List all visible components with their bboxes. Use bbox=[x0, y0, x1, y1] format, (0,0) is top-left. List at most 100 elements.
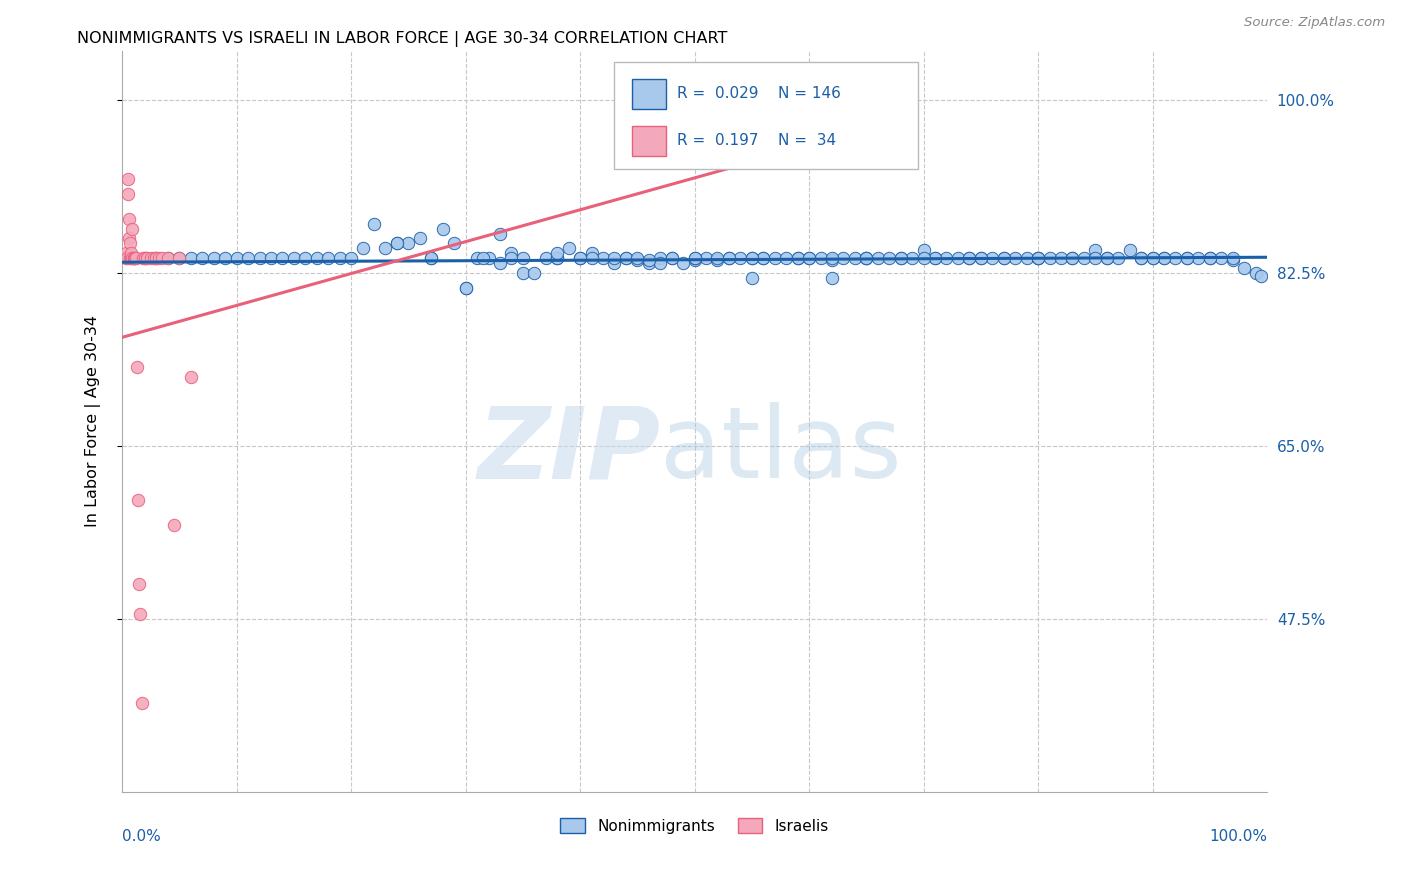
Point bbox=[145, 252, 167, 266]
Point bbox=[122, 252, 145, 266]
Point bbox=[855, 252, 877, 266]
Point bbox=[912, 252, 935, 266]
Point bbox=[981, 252, 1004, 266]
Point bbox=[752, 252, 775, 266]
Point bbox=[465, 252, 488, 266]
Point bbox=[1095, 252, 1118, 266]
Point bbox=[134, 252, 156, 266]
Text: R =  0.029    N = 146: R = 0.029 N = 146 bbox=[678, 87, 841, 101]
Point bbox=[717, 252, 740, 266]
Point bbox=[150, 252, 173, 266]
Point bbox=[115, 252, 138, 266]
Point bbox=[993, 252, 1015, 266]
Point bbox=[717, 252, 740, 266]
Point bbox=[191, 252, 214, 266]
Point bbox=[557, 241, 579, 255]
Point bbox=[1062, 252, 1084, 266]
Point bbox=[546, 246, 568, 260]
Point bbox=[1164, 252, 1187, 266]
Point bbox=[650, 252, 672, 266]
Point bbox=[1084, 252, 1107, 266]
Point bbox=[136, 252, 159, 266]
Point bbox=[1198, 252, 1220, 266]
Point bbox=[821, 252, 844, 266]
Point bbox=[683, 253, 706, 268]
Point bbox=[706, 252, 728, 266]
Point bbox=[614, 252, 637, 266]
Point bbox=[592, 252, 614, 266]
Point bbox=[581, 252, 603, 266]
Point bbox=[866, 252, 889, 266]
Point bbox=[569, 252, 592, 266]
Point bbox=[614, 252, 637, 266]
Text: ZIP: ZIP bbox=[477, 402, 661, 500]
Point bbox=[581, 246, 603, 260]
Point bbox=[912, 244, 935, 258]
Point bbox=[145, 252, 167, 266]
Point bbox=[650, 256, 672, 270]
Point bbox=[706, 253, 728, 268]
Point bbox=[118, 211, 141, 226]
Point bbox=[180, 369, 202, 384]
Point bbox=[260, 252, 283, 266]
Point bbox=[122, 252, 145, 266]
Point bbox=[385, 236, 408, 251]
Point bbox=[993, 252, 1015, 266]
Point bbox=[957, 252, 980, 266]
Point bbox=[1026, 252, 1049, 266]
Point bbox=[143, 252, 166, 266]
Point bbox=[454, 281, 477, 295]
Point bbox=[661, 252, 683, 266]
Point bbox=[832, 252, 855, 266]
Point bbox=[1153, 252, 1175, 266]
Point bbox=[124, 252, 146, 266]
Point bbox=[695, 252, 717, 266]
Point bbox=[683, 252, 706, 266]
Point bbox=[546, 252, 568, 266]
Point bbox=[786, 252, 808, 266]
Point bbox=[970, 252, 993, 266]
FancyBboxPatch shape bbox=[631, 78, 666, 109]
Point bbox=[1062, 252, 1084, 266]
Point bbox=[1038, 252, 1060, 266]
Point bbox=[180, 252, 202, 266]
Point bbox=[844, 252, 866, 266]
Point bbox=[352, 241, 374, 255]
Point bbox=[156, 252, 179, 266]
Point bbox=[1130, 252, 1153, 266]
Text: NONIMMIGRANTS VS ISRAELI IN LABOR FORCE | AGE 30-34 CORRELATION CHART: NONIMMIGRANTS VS ISRAELI IN LABOR FORCE … bbox=[77, 31, 728, 47]
Point bbox=[901, 252, 924, 266]
Point bbox=[626, 252, 648, 266]
Point bbox=[374, 241, 396, 255]
Point bbox=[1222, 253, 1244, 268]
Point bbox=[294, 252, 316, 266]
Point bbox=[363, 217, 385, 231]
Point bbox=[128, 577, 150, 591]
Text: atlas: atlas bbox=[661, 402, 901, 500]
Point bbox=[1142, 252, 1164, 266]
Point bbox=[741, 252, 763, 266]
Point bbox=[305, 252, 328, 266]
Point bbox=[122, 252, 145, 266]
Point bbox=[1118, 244, 1140, 258]
Point bbox=[1244, 266, 1267, 280]
Point bbox=[120, 236, 142, 251]
Point bbox=[169, 252, 191, 266]
Point bbox=[1233, 261, 1256, 276]
Point bbox=[957, 252, 980, 266]
Point bbox=[132, 252, 155, 266]
Point bbox=[741, 252, 763, 266]
Point bbox=[1015, 252, 1038, 266]
Point bbox=[1130, 252, 1153, 266]
Point bbox=[730, 252, 752, 266]
Point bbox=[637, 256, 659, 270]
Point bbox=[924, 252, 946, 266]
Point bbox=[683, 252, 706, 266]
Point bbox=[1026, 252, 1049, 266]
Point bbox=[661, 252, 683, 266]
Point bbox=[489, 256, 512, 270]
Point bbox=[924, 252, 946, 266]
Point bbox=[626, 253, 648, 268]
Point bbox=[810, 252, 832, 266]
Point bbox=[120, 252, 142, 266]
